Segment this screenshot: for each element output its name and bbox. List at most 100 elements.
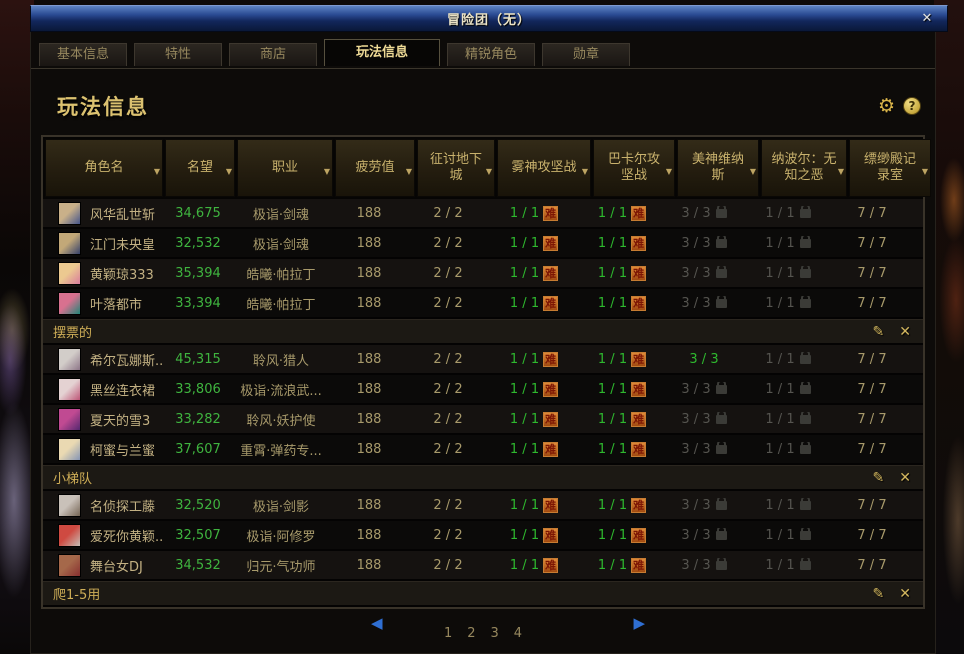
gear-icon[interactable]: ⚙ xyxy=(877,95,895,117)
fatigue-value: 188 xyxy=(356,411,382,427)
page-number[interactable]: 2 xyxy=(467,626,476,641)
page-title: 玩法信息 xyxy=(57,95,149,119)
character-name: 名侦探工藤 xyxy=(90,499,156,515)
next-page-icon[interactable]: ▶ xyxy=(633,614,645,632)
expedition-count: 2 / 2 xyxy=(433,205,463,221)
column-header-label: 征讨地下城 xyxy=(429,152,482,183)
fame-value: 35,394 xyxy=(175,265,221,281)
column-header[interactable]: 疲劳值 ▼ xyxy=(335,139,415,197)
class-name: 极诣·剑魂 xyxy=(252,237,310,253)
help-icon[interactable]: ? xyxy=(903,97,921,115)
class-name: 极诣·阿修罗 xyxy=(246,529,316,545)
group-label: 爬1-5用 xyxy=(53,588,101,603)
hard-mode-badge: 难 xyxy=(631,235,647,251)
edit-group-icon[interactable]: ✎ xyxy=(872,585,885,602)
fatigue-value: 188 xyxy=(356,497,382,513)
tab[interactable]: 精锐角色 xyxy=(447,43,535,66)
fame-value: 34,532 xyxy=(175,557,221,573)
lock-icon xyxy=(799,265,811,278)
fatigue-value: 188 xyxy=(356,295,382,311)
lock-icon xyxy=(715,497,727,510)
column-header[interactable]: 征讨地下城 ▼ xyxy=(417,139,495,197)
column-header[interactable]: 雾神攻坚战 ▼ xyxy=(497,139,591,197)
column-header[interactable]: 角色名 ▼ xyxy=(45,139,163,197)
edit-group-icon[interactable]: ✎ xyxy=(872,469,885,486)
page-number[interactable]: 4 xyxy=(513,626,523,641)
napol-raid-count: 1 / 1 xyxy=(745,205,831,221)
expedition-count: 2 / 2 xyxy=(433,381,463,397)
character-name: 希尔瓦娜斯... xyxy=(90,353,163,369)
class-name: 极诣·剑影 xyxy=(252,499,310,515)
column-header[interactable]: 纳波尔：无知之恶 ▼ xyxy=(761,139,847,197)
napol-raid-count: 1 / 1 xyxy=(745,441,831,457)
lock-icon xyxy=(715,235,727,248)
sort-icon: ▼ xyxy=(921,167,928,176)
sort-icon: ▼ xyxy=(665,167,672,176)
page-number[interactable]: 1 xyxy=(443,626,453,641)
close-icon[interactable]: ✕ xyxy=(921,11,933,26)
column-header-label: 缥缈殿记录室 xyxy=(863,152,916,183)
tab[interactable]: 勋章 xyxy=(542,43,630,66)
sort-icon: ▼ xyxy=(225,167,232,176)
prev-page-icon[interactable]: ◀ xyxy=(371,614,383,632)
hard-mode-badge: 难 xyxy=(631,497,647,513)
sort-icon: ▼ xyxy=(153,167,160,176)
tab[interactable]: 玩法信息 xyxy=(324,39,440,66)
hard-mode-badge: 难 xyxy=(543,205,559,221)
character-name: 风华乱世斩 xyxy=(90,207,156,223)
record-room-count: 7 / 7 xyxy=(857,527,887,543)
avatar xyxy=(58,261,81,285)
venus-raid-count: 3 / 3 xyxy=(663,235,745,251)
title-bar: 冒险团（无） ✕ xyxy=(30,5,948,32)
column-header[interactable]: 美神维纳斯 ▼ xyxy=(677,139,759,197)
group-header-row: 摆票的 ✎ ✕ xyxy=(43,319,923,345)
lock-icon xyxy=(715,295,727,308)
remove-group-icon[interactable]: ✕ xyxy=(899,585,911,602)
column-header[interactable]: 巴卡尔攻坚战 ▼ xyxy=(593,139,675,197)
group-label: 摆票的 xyxy=(53,326,93,341)
page-number[interactable]: 3 xyxy=(490,626,499,641)
hard-mode-badge: 难 xyxy=(631,527,647,543)
tab[interactable]: 基本信息 xyxy=(39,43,127,66)
venus-raid-count: 3 / 3 xyxy=(663,527,745,543)
remove-group-icon[interactable]: ✕ xyxy=(899,469,911,486)
lock-icon xyxy=(799,497,811,510)
record-room-count: 7 / 7 xyxy=(857,351,887,367)
tab[interactable]: 商店 xyxy=(229,43,317,66)
column-header[interactable]: 名望 ▼ xyxy=(165,139,235,197)
class-name: 聆风·猎人 xyxy=(252,353,310,369)
lock-icon xyxy=(799,411,811,424)
tab[interactable]: 特性 xyxy=(134,43,222,66)
column-header[interactable]: 缥缈殿记录室 ▼ xyxy=(849,139,931,197)
fatigue-value: 188 xyxy=(356,527,382,543)
napol-raid-count: 1 / 1 xyxy=(745,235,831,251)
avatar xyxy=(58,437,81,461)
edit-group-icon[interactable]: ✎ xyxy=(872,323,885,340)
lock-icon xyxy=(715,411,727,424)
column-header[interactable]: 职业 ▼ xyxy=(237,139,333,197)
window-title: 冒险团（无） xyxy=(446,13,531,28)
expedition-count: 2 / 2 xyxy=(433,527,463,543)
remove-group-icon[interactable]: ✕ xyxy=(899,323,911,340)
napol-raid-count: 1 / 1 xyxy=(745,265,831,281)
